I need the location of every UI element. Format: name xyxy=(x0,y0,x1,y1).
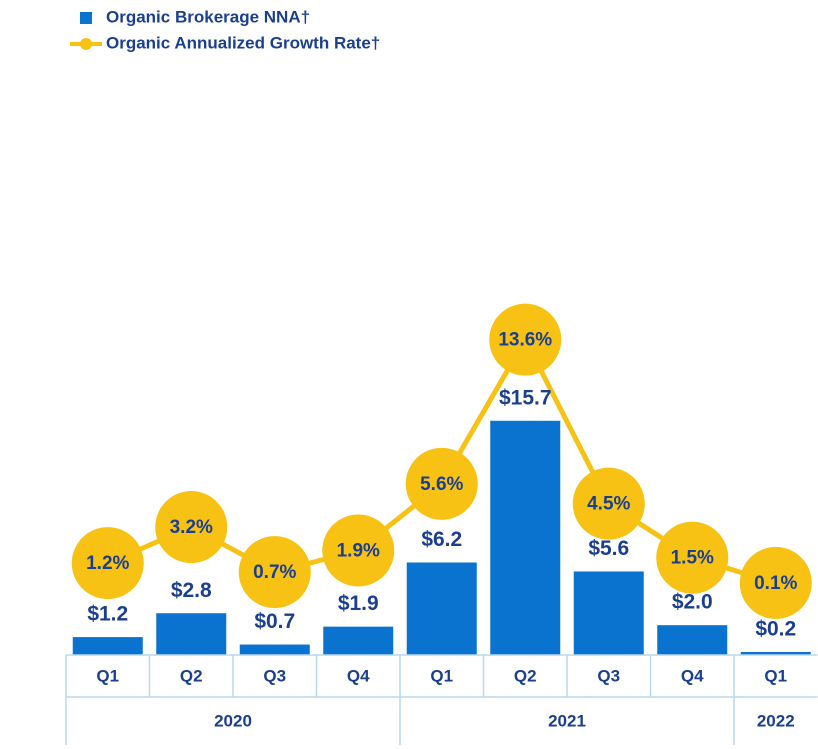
growth-value-label: 3.2% xyxy=(170,517,213,538)
x-tick-label: Q1 xyxy=(430,666,453,685)
growth-marker xyxy=(739,546,812,619)
bar xyxy=(239,644,310,655)
bar xyxy=(156,613,227,655)
legend-label: Organic Brokerage NNA† xyxy=(106,7,310,26)
x-tick-label: Q3 xyxy=(597,666,620,685)
bar-value-label: $1.9 xyxy=(338,592,379,615)
growth-marker xyxy=(238,536,311,609)
growth-value-label: 1.2% xyxy=(86,553,129,574)
bar xyxy=(740,652,811,655)
legend-swatch xyxy=(80,12,92,24)
bar-value-label: $6.2 xyxy=(421,528,462,551)
growth-value-label: 4.5% xyxy=(587,494,630,515)
bar xyxy=(573,571,644,655)
x-tick-label: Q3 xyxy=(263,666,286,685)
group-label: 2021 xyxy=(548,711,586,730)
bar xyxy=(657,625,728,655)
growth-marker xyxy=(656,521,729,594)
bar-value-label: $2.8 xyxy=(171,579,212,602)
bar-value-label: $1.2 xyxy=(87,603,128,626)
x-tick-label: Q4 xyxy=(681,666,704,685)
growth-value-label: 13.6% xyxy=(498,330,552,351)
legend-swatch xyxy=(80,38,92,50)
bar xyxy=(323,626,394,655)
x-tick-label: Q2 xyxy=(514,666,537,685)
bar-value-label: $2.0 xyxy=(672,591,713,614)
bar-value-label: $0.2 xyxy=(755,618,796,641)
x-tick-label: Q4 xyxy=(347,666,370,685)
bar xyxy=(490,420,561,655)
x-tick-label: Q2 xyxy=(180,666,203,685)
group-label: 2022 xyxy=(757,711,795,730)
growth-value-label: 1.5% xyxy=(671,548,714,569)
x-tick-label: Q1 xyxy=(764,666,787,685)
growth-marker xyxy=(322,514,395,587)
bar-value-label: $0.7 xyxy=(254,610,295,633)
growth-marker xyxy=(489,303,562,376)
bar xyxy=(72,637,143,655)
growth-marker xyxy=(405,447,478,520)
growth-marker xyxy=(572,467,645,540)
growth-value-label: 0.1% xyxy=(754,573,797,594)
bar-value-label: $15.7 xyxy=(499,386,552,409)
legend-label: Organic Annualized Growth Rate† xyxy=(106,33,380,52)
bar xyxy=(406,562,477,655)
growth-value-label: 5.6% xyxy=(420,474,463,495)
growth-value-label: 0.7% xyxy=(253,562,296,583)
growth-marker xyxy=(155,491,228,564)
growth-marker xyxy=(71,527,144,600)
x-tick-label: Q1 xyxy=(96,666,119,685)
growth-value-label: 1.9% xyxy=(337,541,380,562)
group-label: 2020 xyxy=(214,711,252,730)
bar-value-label: $5.6 xyxy=(588,537,629,560)
